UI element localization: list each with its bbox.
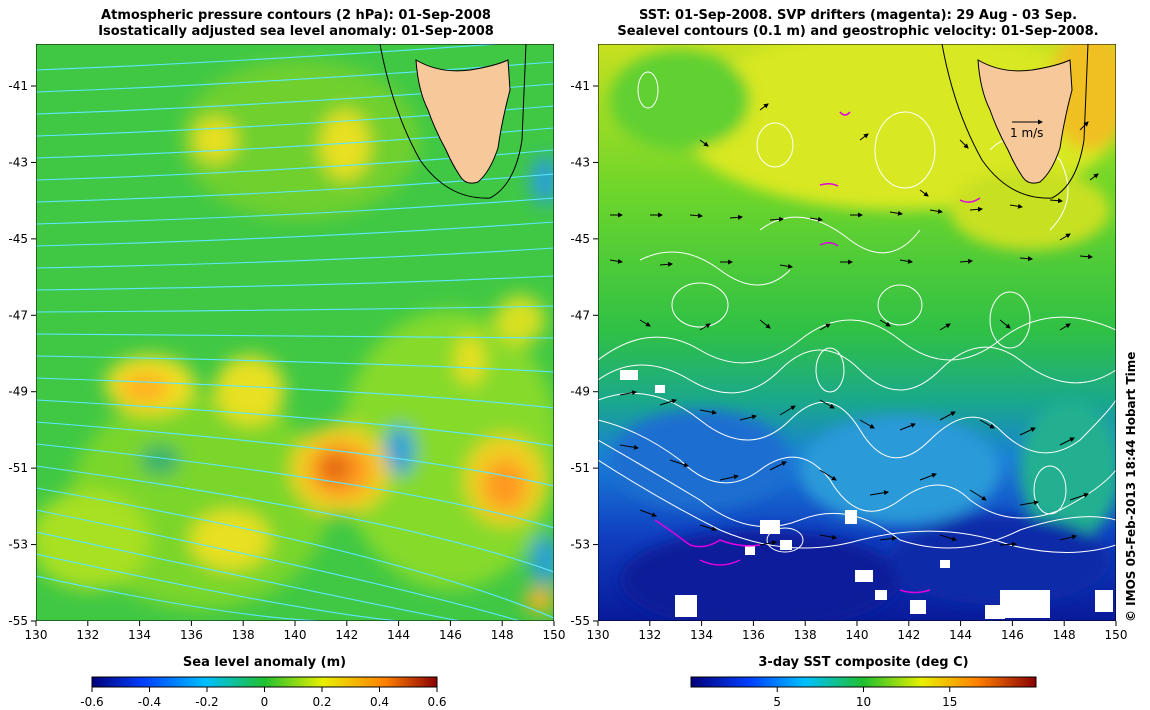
x-tick-label: 144 [387, 628, 410, 642]
left-title-line1: Atmospheric pressure contours (2 hPa): 0… [101, 8, 491, 23]
y-tick-label: -47 [8, 308, 28, 322]
colorbar-tick-label: 0.4 [370, 695, 389, 709]
left-y-axis: -41 -43 -45 -47 -49 -51 -53 -55 [8, 79, 36, 628]
x-tick-label: 142 [897, 628, 920, 642]
sea-level-colorbar-ticks: -0.6 -0.4 -0.2 0 0.2 0.4 0.6 [80, 687, 447, 709]
x-tick-label: 140 [846, 628, 869, 642]
pressure-contours [36, 44, 554, 621]
sst-colorbar [690, 676, 1037, 688]
y-tick-label: -51 [8, 461, 28, 475]
left-x-axis: 130 132 134 136 138 140 142 144 146 148 150 [25, 621, 566, 642]
colorbar-tick-label: 0.6 [427, 695, 446, 709]
anomaly-blobs [36, 60, 554, 612]
tasmania-land [415, 59, 511, 184]
colorbar-tick-label: 10 [856, 695, 871, 709]
y-tick-label: -53 [570, 538, 590, 552]
left-map-title: Atmospheric pressure contours (2 hPa): 0… [36, 8, 556, 40]
right-map-plot [598, 44, 1116, 621]
colorbar-tick-label: -0.2 [195, 695, 218, 709]
x-tick-label: 132 [638, 628, 661, 642]
y-tick-label: -55 [570, 614, 590, 628]
colorbar-tick-label: 0 [261, 695, 269, 709]
imos-credit: © IMOS 05-Feb-2013 18:44 Hobart Time [1124, 351, 1138, 622]
y-tick-label: -49 [570, 385, 590, 399]
x-tick-label: 136 [742, 628, 765, 642]
x-tick-label: 138 [232, 628, 255, 642]
x-tick-label: 146 [1001, 628, 1024, 642]
colorbar-tick-label: -0.4 [138, 695, 161, 709]
sea-level-colorbar-label: Sea level anomaly (m) [182, 655, 347, 670]
x-tick-label: 134 [690, 628, 713, 642]
y-tick-label: -45 [570, 232, 590, 246]
sst-blobs [610, 44, 1116, 621]
y-tick-label: -47 [570, 308, 590, 322]
colorbar-tick-label: -0.6 [80, 695, 103, 709]
x-tick-label: 148 [491, 628, 514, 642]
svp-drifter-tracks [654, 111, 981, 594]
x-tick-label: 148 [1053, 628, 1076, 642]
colorbar-tick-label: 5 [773, 695, 781, 709]
y-tick-label: -41 [8, 79, 28, 93]
shelf-contour-right [941, 44, 1089, 199]
y-tick-label: -43 [8, 155, 28, 169]
y-tick-label: -41 [570, 79, 590, 93]
x-tick-label: 130 [25, 628, 48, 642]
velocity-scale-label: 1 m/s [1010, 126, 1043, 140]
y-tick-label: -43 [570, 155, 590, 169]
x-tick-label: 150 [1105, 628, 1128, 642]
x-tick-label: 130 [587, 628, 610, 642]
y-tick-label: -53 [8, 538, 28, 552]
x-tick-label: 144 [949, 628, 972, 642]
x-tick-label: 132 [76, 628, 99, 642]
shelf-contour [379, 44, 527, 199]
sst-colorbar-ticks: 5 10 15 [773, 687, 957, 709]
y-tick-label: -45 [8, 232, 28, 246]
geostrophic-velocity-arrows [609, 103, 1099, 547]
right-x-axis: 130 132 134 136 138 140 142 144 146 148 150 [587, 621, 1128, 642]
x-tick-label: 142 [335, 628, 358, 642]
y-tick-label: -49 [8, 385, 28, 399]
right-title-line2: Sealevel contours (0.1 m) and geostrophi… [617, 24, 1099, 39]
colorbar-tick-label: 15 [942, 695, 957, 709]
sst-colorbar-label: 3-day SST composite (deg C) [758, 655, 969, 670]
right-title-line1: SST: 01-Sep-2008. SVP drifters (magenta)… [638, 8, 1078, 23]
x-tick-label: 138 [794, 628, 817, 642]
cloud-gaps [620, 370, 1113, 619]
x-tick-label: 150 [543, 628, 566, 642]
right-map-title: SST: 01-Sep-2008. SVP drifters (magenta)… [598, 8, 1118, 40]
y-tick-label: -51 [570, 461, 590, 475]
x-tick-label: 146 [439, 628, 462, 642]
left-title-line2: Isostatically adjusted sea level anomaly… [98, 24, 494, 39]
x-tick-label: 134 [128, 628, 151, 642]
x-tick-label: 140 [284, 628, 307, 642]
y-tick-label: -55 [8, 614, 28, 628]
x-tick-label: 136 [180, 628, 203, 642]
left-map-plot [36, 44, 554, 621]
right-y-axis: -41 -43 -45 -47 -49 -51 -53 -55 [570, 79, 598, 628]
sea-level-colorbar [91, 676, 438, 688]
colorbar-tick-label: 0.2 [312, 695, 331, 709]
